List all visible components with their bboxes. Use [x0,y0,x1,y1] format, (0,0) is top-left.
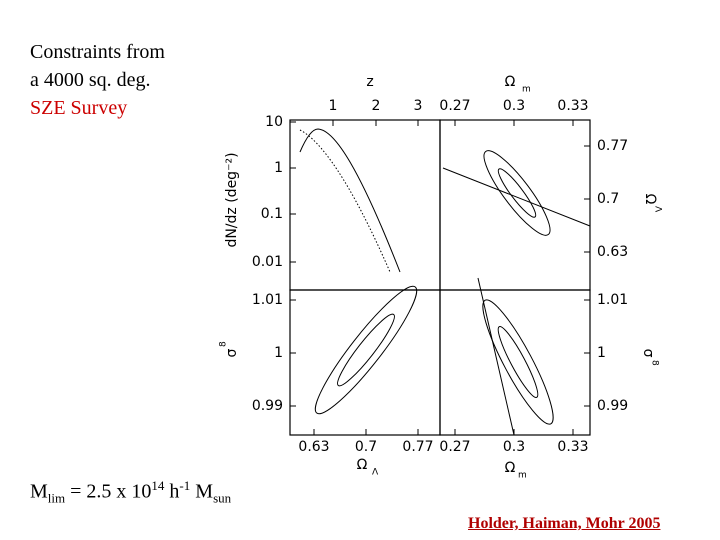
text: lim [47,490,66,506]
tick-label: 1 [329,98,338,114]
panel [289,119,441,291]
axis-label: Ω [642,194,658,205]
tick-label: 0.33 [557,98,588,114]
axis-label: dN/dz (deg⁻²) [224,152,240,247]
axis-label: σ [640,349,656,358]
axis-label: Λ [372,468,379,478]
text: 14 [151,478,165,493]
contour [497,168,537,218]
tick-label: 0.99 [597,398,628,414]
axis-label: Ω [505,460,516,476]
text: -1 [179,478,191,493]
tick-label: 0.01 [252,254,283,270]
degeneracy-line [477,277,515,436]
contour [482,299,554,425]
tick-label: 0.3 [503,98,525,114]
tick-label: 0.63 [298,439,329,455]
text: M [30,480,48,503]
tick-label: 1 [274,345,283,361]
curve [299,128,401,273]
intro-line: Constraints from [30,41,165,63]
mass-limit: Mlim = 2.5 x 1014 h-1 Msun [30,474,231,511]
intro-line: SZE Survey [30,97,128,119]
tick-label: 3 [414,98,423,114]
tick-label: 1 [274,160,283,176]
credit: Holder, Haiman, Mohr 2005 [468,515,661,532]
text: = 2.5 x 10 [65,480,152,503]
tick-label: 0.63 [597,244,628,260]
tick-label: 2 [372,98,381,114]
axis-label: 8 [650,360,660,366]
intro-line: a 4000 sq. deg. [30,69,151,91]
panel [439,289,591,436]
tick-label: 0.1 [261,206,283,222]
tick-label: 0.77 [402,439,433,455]
axis-label: Λ [653,206,663,213]
tick-label: 0.7 [597,191,619,207]
axis-label: 8 [219,341,229,347]
text: h [164,480,180,503]
axis-label: m [522,85,531,95]
contour [497,326,539,398]
degeneracy-line [442,167,591,227]
tick-label: 1 [597,345,606,361]
panel [439,119,591,291]
axis-label: Ω [357,457,368,473]
contour [337,313,395,387]
axis-label: z [366,74,373,90]
axis-label: Ω [505,74,516,90]
tick-label: 0.77 [597,138,628,154]
text: M [190,480,214,503]
axis-label: m [518,471,527,481]
tick-label: 10 [265,114,283,130]
tick-label: 0.27 [439,439,470,455]
contour [483,150,551,236]
tick-label: 1.01 [252,292,283,308]
tick-label: 0.7 [355,439,377,455]
contour [314,285,418,415]
tick-label: 0.27 [439,98,470,114]
tick-label: 0.33 [557,439,588,455]
text: sun [213,490,232,506]
axis-label: σ [224,348,240,357]
panel [289,289,441,436]
tick-label: 0.99 [252,398,283,414]
curve [299,129,391,273]
tick-label: 0.3 [503,439,525,455]
tick-label: 1.01 [597,292,628,308]
